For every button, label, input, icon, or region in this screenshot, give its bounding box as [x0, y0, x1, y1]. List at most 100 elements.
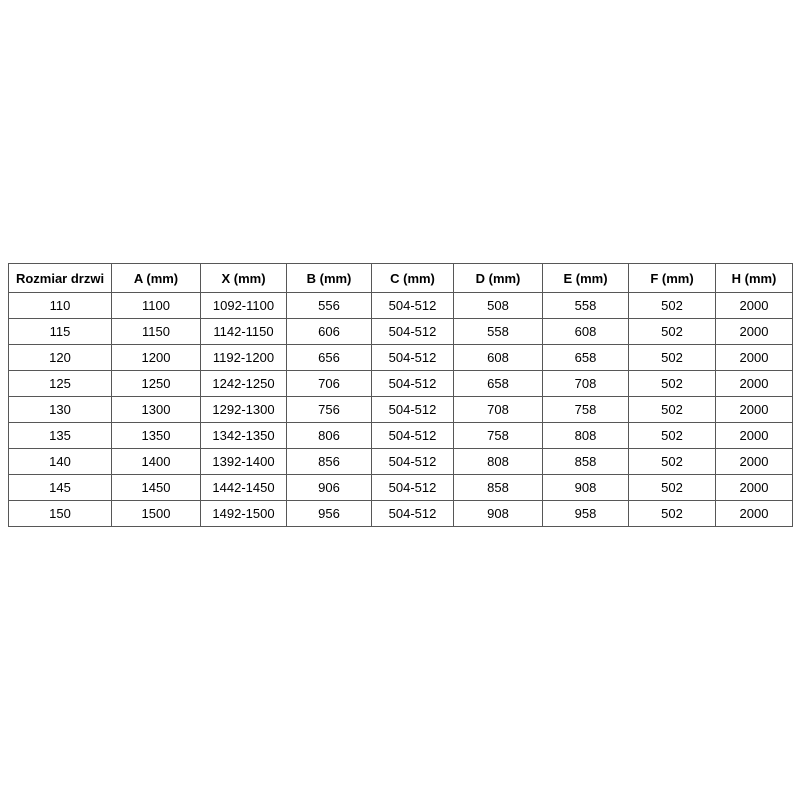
table-cell: 2000 [715, 370, 793, 397]
table-cell: 504-512 [371, 474, 454, 501]
table-cell: 1150 [111, 318, 201, 345]
table-cell: 504-512 [371, 500, 454, 527]
table-cell: 150 [8, 500, 112, 527]
table-cell: 2000 [715, 500, 793, 527]
table-cell: 606 [286, 318, 372, 345]
header-x-mm: X (mm) [200, 263, 287, 293]
table-cell: 502 [628, 396, 716, 423]
table-cell: 1292-1300 [200, 396, 287, 423]
table-cell: 508 [453, 292, 543, 319]
table-row: 125 1250 1242-1250 706 504-512 658 708 5… [8, 370, 793, 397]
table-cell: 958 [542, 500, 629, 527]
table-cell: 1242-1250 [200, 370, 287, 397]
table-cell: 2000 [715, 344, 793, 371]
table-row: 115 1150 1142-1150 606 504-512 558 608 5… [8, 318, 793, 345]
table-cell: 908 [453, 500, 543, 527]
table-cell: 1392-1400 [200, 448, 287, 475]
table-cell: 145 [8, 474, 112, 501]
table-cell: 708 [453, 396, 543, 423]
table-cell: 502 [628, 448, 716, 475]
table-cell: 2000 [715, 422, 793, 449]
table-cell: 504-512 [371, 396, 454, 423]
table-cell: 504-512 [371, 370, 454, 397]
table-cell: 1500 [111, 500, 201, 527]
header-rozmiar-drzwi: Rozmiar drzwi [8, 263, 112, 293]
table-row: 140 1400 1392-1400 856 504-512 808 858 5… [8, 448, 793, 475]
door-size-spec-table: Rozmiar drzwi A (mm) X (mm) B (mm) C (mm… [8, 263, 793, 527]
table-cell: 2000 [715, 292, 793, 319]
table-cell: 1342-1350 [200, 422, 287, 449]
table-cell: 756 [286, 396, 372, 423]
table-cell: 110 [8, 292, 112, 319]
table-cell: 1100 [111, 292, 201, 319]
table-cell: 858 [542, 448, 629, 475]
table-cell: 2000 [715, 448, 793, 475]
table-cell: 858 [453, 474, 543, 501]
table-cell: 502 [628, 422, 716, 449]
table-cell: 125 [8, 370, 112, 397]
table-cell: 808 [542, 422, 629, 449]
header-d-mm: D (mm) [453, 263, 543, 293]
table-cell: 502 [628, 500, 716, 527]
table-cell: 906 [286, 474, 372, 501]
table-cell: 2000 [715, 318, 793, 345]
table-cell: 502 [628, 370, 716, 397]
table-row: 150 1500 1492-1500 956 504-512 908 958 5… [8, 500, 793, 527]
table-cell: 1250 [111, 370, 201, 397]
header-f-mm: F (mm) [628, 263, 716, 293]
table-cell: 502 [628, 318, 716, 345]
table-cell: 504-512 [371, 422, 454, 449]
table-cell: 758 [542, 396, 629, 423]
header-e-mm: E (mm) [542, 263, 629, 293]
table-cell: 130 [8, 396, 112, 423]
header-a-mm: A (mm) [111, 263, 201, 293]
table-cell: 1142-1150 [200, 318, 287, 345]
table-row: 120 1200 1192-1200 656 504-512 608 658 5… [8, 344, 793, 371]
table-header-row: Rozmiar drzwi A (mm) X (mm) B (mm) C (mm… [8, 263, 793, 293]
table-cell: 140 [8, 448, 112, 475]
table-cell: 502 [628, 344, 716, 371]
table-cell: 115 [8, 318, 112, 345]
table-row: 135 1350 1342-1350 806 504-512 758 808 5… [8, 422, 793, 449]
table-cell: 658 [542, 344, 629, 371]
table-cell: 504-512 [371, 344, 454, 371]
table-cell: 1092-1100 [200, 292, 287, 319]
table-cell: 608 [453, 344, 543, 371]
table-cell: 1350 [111, 422, 201, 449]
table-cell: 1492-1500 [200, 500, 287, 527]
table-cell: 908 [542, 474, 629, 501]
table-cell: 502 [628, 292, 716, 319]
table-cell: 656 [286, 344, 372, 371]
table-cell: 1192-1200 [200, 344, 287, 371]
table-cell: 956 [286, 500, 372, 527]
table-cell: 504-512 [371, 292, 454, 319]
table-cell: 558 [453, 318, 543, 345]
table-cell: 708 [542, 370, 629, 397]
table-cell: 2000 [715, 396, 793, 423]
table-cell: 502 [628, 474, 716, 501]
table-cell: 806 [286, 422, 372, 449]
table-cell: 558 [542, 292, 629, 319]
table-cell: 608 [542, 318, 629, 345]
table-row: 110 1100 1092-1100 556 504-512 508 558 5… [8, 292, 793, 319]
table-cell: 120 [8, 344, 112, 371]
table-cell: 758 [453, 422, 543, 449]
table-cell: 1400 [111, 448, 201, 475]
table-cell: 135 [8, 422, 112, 449]
table-cell: 504-512 [371, 318, 454, 345]
table-cell: 1450 [111, 474, 201, 501]
table-cell: 504-512 [371, 448, 454, 475]
table-cell: 2000 [715, 474, 793, 501]
header-c-mm: C (mm) [371, 263, 454, 293]
table-cell: 856 [286, 448, 372, 475]
table-row: 130 1300 1292-1300 756 504-512 708 758 5… [8, 396, 793, 423]
table-cell: 658 [453, 370, 543, 397]
table-cell: 556 [286, 292, 372, 319]
header-b-mm: B (mm) [286, 263, 372, 293]
table-cell: 1200 [111, 344, 201, 371]
table-cell: 1300 [111, 396, 201, 423]
table-row: 145 1450 1442-1450 906 504-512 858 908 5… [8, 474, 793, 501]
table-cell: 1442-1450 [200, 474, 287, 501]
header-h-mm: H (mm) [715, 263, 793, 293]
